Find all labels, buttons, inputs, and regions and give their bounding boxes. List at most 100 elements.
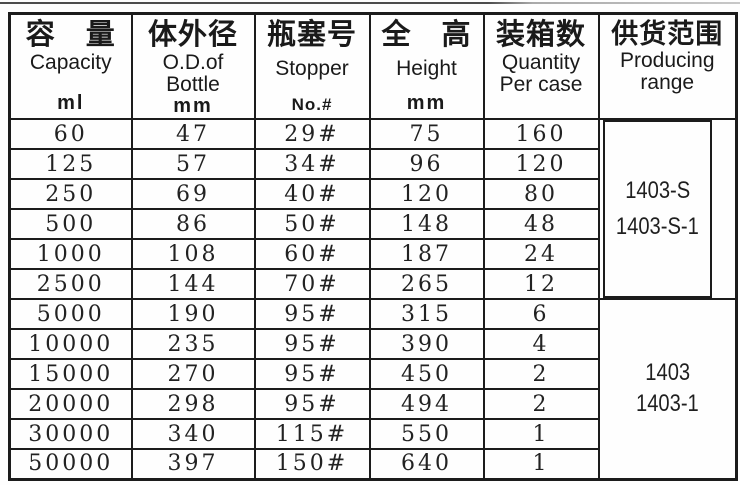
height-label-en: Height <box>396 56 457 80</box>
od-label-zh: 体外径 <box>147 19 238 51</box>
table-row: 20000 298 95# 494 2 <box>8 388 737 420</box>
capacity-cell: 15000 <box>8 358 133 390</box>
range-value-line1: 1403-S <box>624 177 690 204</box>
od-cell: 397 <box>130 448 256 480</box>
od-cell: 69 <box>130 178 256 210</box>
height-cell: 96 <box>368 148 485 180</box>
scan-artifact-line <box>0 2 740 4</box>
capacity-unit: ml <box>57 92 85 114</box>
height-unit: mm <box>406 92 447 114</box>
qty-cell: 2 <box>482 388 600 420</box>
stopper-cell: 95# <box>253 358 371 390</box>
capacity-cell: 125 <box>8 148 133 180</box>
table-row: 10000 235 95# 390 4 <box>8 328 737 360</box>
capacity-cell: 30000 <box>8 418 133 450</box>
qty-cell: 120 <box>482 148 600 180</box>
range-value-line2: 1403-S-1 <box>615 213 699 240</box>
height-cell: 550 <box>368 418 485 450</box>
capacity-label-zh: 容 量 <box>25 19 116 51</box>
capacity-cell: 50000 <box>8 448 133 480</box>
capacity-cell: 20000 <box>8 388 133 420</box>
capacity-cell: 5000 <box>8 298 133 330</box>
stopper-cell: 70# <box>253 268 371 300</box>
height-cell: 265 <box>368 268 485 300</box>
height-cell: 315 <box>368 298 485 330</box>
col-header-quantity: 装箱数 Quantity Per case <box>482 12 600 120</box>
producing-range-box: 1403-S 1403-S-1 <box>602 121 712 297</box>
od-cell: 57 <box>130 148 256 180</box>
qty-cell: 1 <box>482 418 600 450</box>
table-row: 250 69 40# 120 80 <box>8 178 737 210</box>
table-row: 1000 108 60# 187 24 <box>8 238 737 270</box>
stopper-cell: 40# <box>253 178 371 210</box>
col-header-range: 供货范围 Producing range <box>597 12 738 120</box>
quantity-label-en2: Per case <box>499 72 583 96</box>
stopper-label-zh: 瓶塞号 <box>266 19 357 51</box>
od-cell: 108 <box>130 238 256 270</box>
qty-cell: 12 <box>482 268 600 300</box>
stopper-cell: 60# <box>253 238 371 270</box>
range-label-en1: Producing <box>619 48 715 72</box>
capacity-cell: 250 <box>8 178 133 210</box>
table-row: 500 86 50# 148 48 <box>8 208 737 240</box>
capacity-cell: 1000 <box>8 238 133 270</box>
qty-cell: 2 <box>482 358 600 390</box>
stopper-cell: 150# <box>253 448 371 480</box>
stopper-label-en: Stopper <box>275 56 349 80</box>
qty-cell: 4 <box>482 328 600 360</box>
range-label-en2: range <box>640 70 695 94</box>
quantity-label-zh: 装箱数 <box>495 19 586 51</box>
height-cell: 640 <box>368 448 485 480</box>
qty-cell: 160 <box>482 118 600 150</box>
table-row: 60 47 29# 75 160 1403-S 1403-S-1 <box>8 118 738 300</box>
table-row: 2500 144 70# 265 12 <box>8 268 737 300</box>
range-value-line1: 1403 <box>644 359 690 387</box>
height-cell: 187 <box>368 238 485 270</box>
table-row: 15000 270 95# 450 2 <box>8 358 737 390</box>
stopper-cell: 95# <box>253 328 371 360</box>
od-cell: 190 <box>130 298 256 330</box>
range-value-line2: 1403-1 <box>635 390 699 418</box>
producing-range-cell-s: 1403-S 1403-S-1 <box>597 118 738 300</box>
stopper-cell: 50# <box>253 208 371 240</box>
qty-cell: 48 <box>482 208 600 240</box>
table-row: 5000 190 95# 315 6 1403 1403-1 <box>8 298 738 480</box>
header-row: 容 量 Capacity ml 体外径 O.D.of Bottle mm <box>8 12 738 120</box>
od-cell: 144 <box>130 268 256 300</box>
height-cell: 75 <box>368 118 485 150</box>
od-cell: 235 <box>130 328 256 360</box>
stopper-cell: 29# <box>253 118 371 150</box>
producing-range-text: 1403 1403-1 <box>601 301 735 477</box>
capacity-cell: 500 <box>8 208 133 240</box>
qty-cell: 24 <box>482 238 600 270</box>
qty-cell: 1 <box>482 448 600 480</box>
table-row: 30000 340 115# 550 1 <box>8 418 737 450</box>
stopper-cell: 115# <box>253 418 371 450</box>
height-cell: 390 <box>368 328 485 360</box>
height-cell: 148 <box>368 208 485 240</box>
range-label-zh: 供货范围 <box>611 19 724 49</box>
table-row: 50000 397 150# 640 1 <box>8 448 737 480</box>
col-header-od: 体外径 O.D.of Bottle mm <box>130 12 256 120</box>
od-label-en1: O.D.of <box>162 50 224 74</box>
capacity-cell: 60 <box>8 118 133 150</box>
capacity-label-en: Capacity <box>29 50 112 74</box>
table-row: 125 57 34# 96 120 <box>8 148 737 180</box>
stopper-unit: No.# <box>291 95 333 114</box>
height-cell: 450 <box>368 358 485 390</box>
od-cell: 270 <box>130 358 256 390</box>
col-header-stopper: 瓶塞号 Stopper No.# <box>253 12 371 120</box>
stopper-cell: 34# <box>253 148 371 180</box>
quantity-label-en1: Quantity <box>501 50 581 74</box>
qty-cell: 6 <box>482 298 600 330</box>
od-cell: 298 <box>130 388 256 420</box>
od-cell: 86 <box>130 208 256 240</box>
height-label-zh: 全 高 <box>381 19 472 51</box>
od-cell: 340 <box>130 418 256 450</box>
od-unit: mm <box>173 94 213 117</box>
height-cell: 120 <box>368 178 485 210</box>
capacity-cell: 2500 <box>8 268 133 300</box>
height-cell: 494 <box>368 388 485 420</box>
qty-cell: 80 <box>482 178 600 210</box>
